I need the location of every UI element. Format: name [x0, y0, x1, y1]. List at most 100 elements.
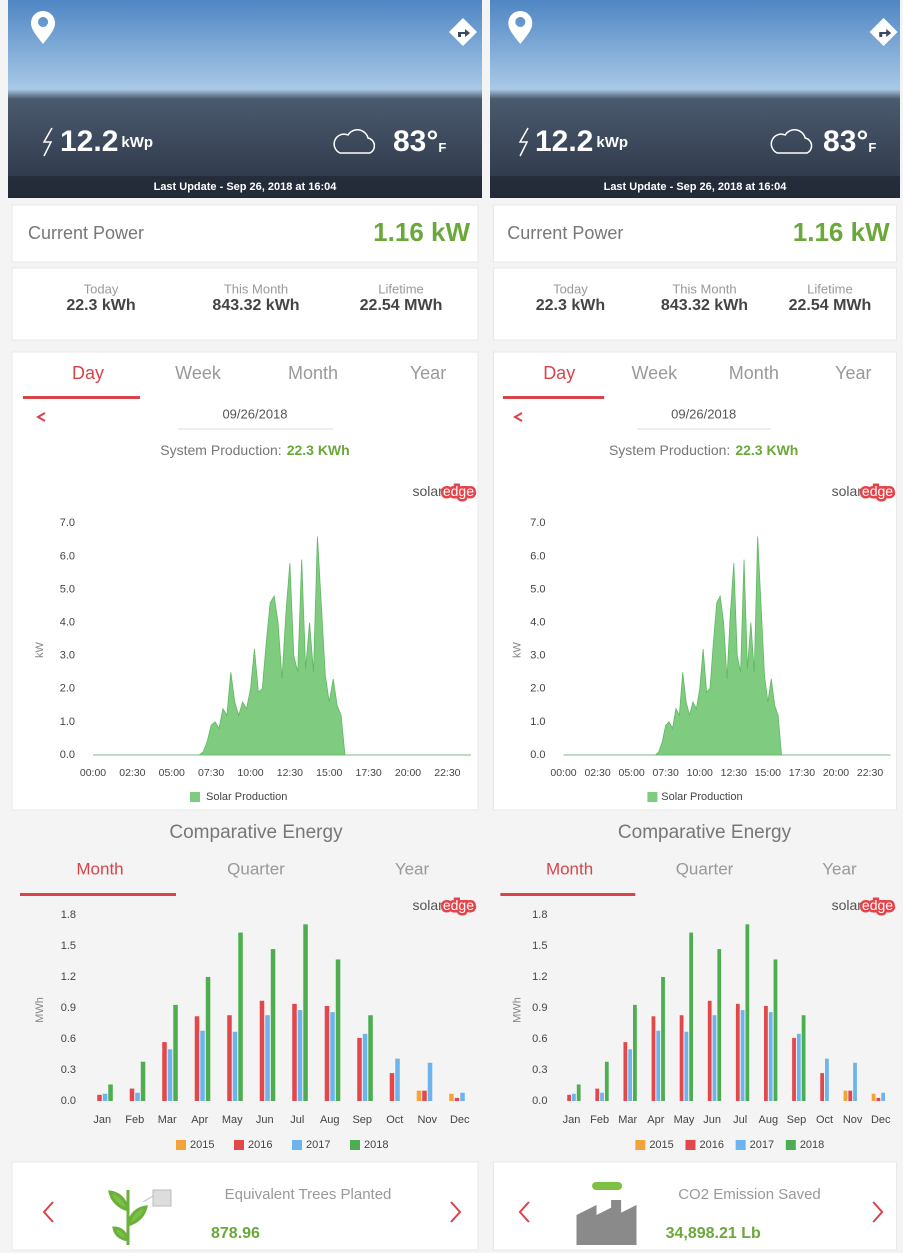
bar: [736, 1004, 740, 1101]
bar: [390, 1073, 395, 1101]
comparative-title: Comparative Energy: [618, 822, 792, 843]
y-tick-label: 1.0: [60, 716, 75, 728]
period-tab[interactable]: Week: [632, 363, 679, 383]
temperature-value: 83°: [823, 125, 868, 158]
comparative-tab[interactable]: Year: [395, 859, 430, 878]
production-label: System Production:: [609, 442, 730, 458]
x-tick-label: Feb: [590, 1114, 609, 1126]
comparative-tab[interactable]: Month: [76, 859, 123, 878]
bar: [623, 1042, 627, 1101]
x-tick-label: Dec: [450, 1114, 470, 1126]
y-tick-label: 1.2: [532, 971, 547, 983]
y-tick-label: 0.6: [532, 1033, 547, 1045]
solaredge-logo: solaredge: [832, 483, 894, 499]
system-production: System Production:22.3 KWh: [609, 442, 798, 458]
y-tick-label: 5.0: [530, 583, 545, 595]
period-tab[interactable]: Month: [729, 363, 779, 383]
bar: [162, 1042, 167, 1101]
x-tick-label: Feb: [125, 1114, 144, 1126]
y-tick-label: 6.0: [530, 550, 545, 562]
current-power-label: Current Power: [507, 223, 623, 243]
legend-swatch: [350, 1140, 360, 1150]
bar: [853, 1063, 857, 1101]
legend-swatch: [176, 1140, 186, 1150]
comparative-tab[interactable]: Quarter: [676, 859, 734, 878]
period-tab[interactable]: Day: [543, 363, 575, 383]
cloud-top: [592, 1182, 622, 1190]
bar: [455, 1098, 460, 1101]
bar: [206, 977, 211, 1101]
temperature-unit: F: [438, 140, 446, 155]
x-tick-label: Jul: [290, 1114, 304, 1126]
logo-edge: edge: [443, 897, 474, 913]
x-tick-label: Dec: [871, 1114, 891, 1126]
bar: [652, 1016, 656, 1101]
x-tick-label: 10:00: [237, 767, 263, 779]
period-tab[interactable]: Month: [288, 363, 338, 383]
current-power-label: Current Power: [28, 223, 144, 243]
stat-value: 22.54 MWh: [360, 297, 443, 314]
x-tick-label: 10:00: [687, 767, 713, 779]
legend-swatch: [234, 1140, 244, 1150]
stat-value: 843.32 kWh: [212, 297, 299, 314]
last-update: Last Update - Sep 26, 2018 at 16:04: [604, 181, 788, 193]
stat-label: Lifetime: [378, 281, 424, 296]
stat-value: 843.32 kWh: [661, 297, 748, 314]
legend-label: 2017: [750, 1139, 774, 1151]
bar: [141, 1062, 146, 1101]
y-axis-label: MWh: [34, 997, 46, 1023]
y-tick-label: 0.9: [61, 1002, 76, 1014]
x-tick-label: Aug: [759, 1114, 779, 1126]
x-tick-label: Mar: [158, 1114, 177, 1126]
y-axis-label: MWh: [512, 997, 524, 1023]
x-tick-label: Jul: [733, 1114, 747, 1126]
period-tab[interactable]: Week: [175, 363, 222, 383]
bar: [303, 924, 308, 1101]
period-tab[interactable]: Day: [72, 363, 104, 383]
y-tick-label: 7.0: [60, 517, 75, 529]
bar: [802, 1015, 806, 1101]
bar: [745, 924, 749, 1101]
production-label: System Production:: [160, 442, 281, 458]
y-tick-label: 0.9: [532, 1002, 547, 1014]
x-tick-label: Nov: [843, 1114, 863, 1126]
bar: [97, 1095, 102, 1101]
comparative-title: Comparative Energy: [169, 822, 343, 843]
bar: [689, 933, 693, 1101]
bar: [135, 1093, 140, 1101]
temperature: 83°F: [823, 125, 876, 158]
card-title: CO2 Emission Saved: [678, 1186, 821, 1203]
x-tick-label: Jun: [256, 1114, 274, 1126]
comparative-tab[interactable]: Year: [822, 859, 857, 878]
comparative-tab[interactable]: Month: [546, 859, 593, 878]
y-tick-label: 4.0: [530, 616, 545, 628]
x-tick-label: May: [674, 1114, 695, 1126]
bar: [848, 1091, 852, 1101]
x-tick-label: Jan: [563, 1114, 581, 1126]
bar: [173, 1005, 178, 1101]
production-value: 22.3 KWh: [287, 442, 350, 458]
bar: [876, 1098, 880, 1101]
y-tick-label: 0.0: [530, 749, 545, 761]
x-tick-label: 00:00: [80, 767, 106, 779]
bar: [872, 1094, 876, 1101]
logo-solar: solar: [412, 897, 443, 913]
period-tab[interactable]: Year: [835, 363, 871, 383]
comparative-tab[interactable]: Quarter: [227, 859, 285, 878]
card-title: Equivalent Trees Planted: [225, 1186, 392, 1203]
y-tick-label: 0.0: [61, 1095, 76, 1107]
temperature-unit: F: [868, 140, 876, 155]
x-tick-label: 17:30: [355, 767, 381, 779]
date: 09/26/2018: [222, 406, 287, 421]
bar: [881, 1093, 885, 1101]
y-tick-label: 0.6: [61, 1033, 76, 1045]
x-tick-label: Apr: [191, 1114, 208, 1126]
x-tick-label: 17:30: [789, 767, 815, 779]
bar: [844, 1091, 848, 1101]
x-tick-label: 07:30: [653, 767, 679, 779]
y-tick-label: 2.0: [60, 683, 75, 695]
period-tab[interactable]: Year: [410, 363, 446, 383]
bar: [422, 1091, 427, 1101]
solaredge-logo: solaredge: [832, 897, 894, 913]
stat-label: This Month: [672, 281, 736, 296]
